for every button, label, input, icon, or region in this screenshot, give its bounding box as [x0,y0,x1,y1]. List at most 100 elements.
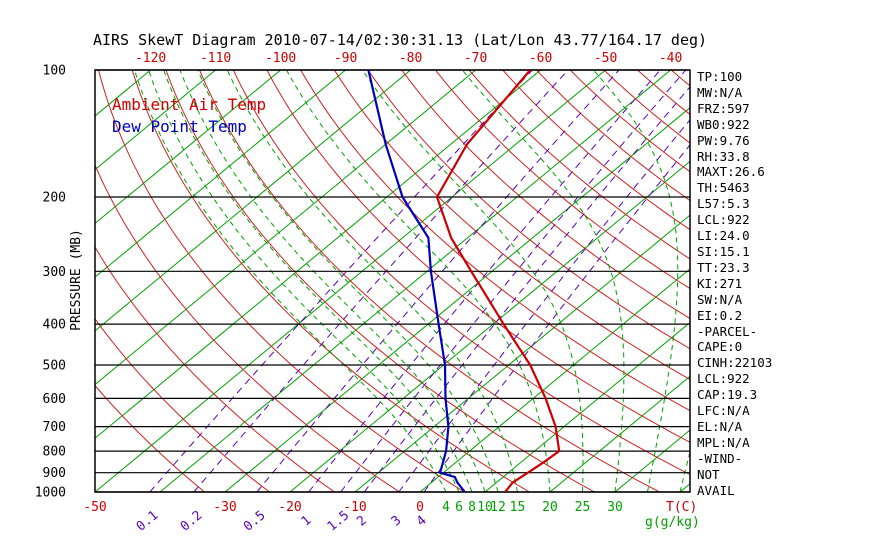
moist-adiabat-tick: 4 [442,500,450,515]
stats-item: TP:100 [697,69,743,84]
dry-adiabat-line [536,70,690,202]
legend-dew-point-label: Dew Point Temp [112,117,247,136]
pressure-tick: 800 [43,445,66,460]
top-temp-tick: -90 [334,51,357,66]
dry-adiabat-line [367,70,690,350]
legend-air-temp-label: Ambient Air Temp [112,95,266,114]
moist-adiabat-tick: 6 [455,500,463,515]
stats-item: MPL:N/A [697,434,750,450]
stats-item: CAPE:0 [697,339,743,355]
stats-item: SW:N/A [697,291,743,307]
mixing-ratio-tick: 0.5 [241,508,269,535]
stats-item: -PARCEL- [697,323,758,339]
mixing-ratio-line [398,119,690,492]
stats-item: PW:9.76 [697,132,750,148]
isotherm-line [95,70,346,278]
pressure-tick: 600 [43,392,66,407]
dry-adiabat-line [131,70,530,492]
moist-adiabat-tick: 20 [542,500,558,515]
moist-adiabat-line [285,70,551,492]
dry-adiabat-line [95,163,400,492]
plot-border [94,69,691,493]
bottom-temp-tick: 0 [416,500,424,515]
moist-adiabat-tick: 30 [607,500,623,515]
mixing-ratio-line [340,70,687,492]
top-temp-tick: -70 [464,51,487,66]
moist-adiabat-line [133,70,447,492]
pressure-tick: 700 [43,420,66,435]
isotherm-line [484,321,690,492]
dry-adiabat-line [95,384,205,492]
stats-item: NOT [697,466,720,482]
dry-adiabat-line [502,70,690,231]
stats-item: EL:N/A [697,418,743,434]
bottom-temp-tick: -30 [213,500,236,515]
pressure-tick: 900 [43,466,66,481]
mixing-ratio-tick: 2 [354,513,370,530]
isotherm-line [224,107,690,492]
isotherm-line [549,375,690,492]
mixing-unit-label: g(g/kg) [645,515,700,530]
dry-adiabat-line [95,245,335,492]
moist-adiabat-tick: 12 [490,500,506,515]
isotherm-line [354,214,690,492]
dry-adiabat-line [199,70,660,492]
mixing-ratio-tick: 0.1 [134,508,162,535]
dry-adiabat-line [266,70,690,443]
bottom-temp-tick: -50 [83,500,106,515]
moist-adiabat-line [197,70,499,492]
isotherm-line [419,268,690,492]
dry-adiabat-line [165,70,595,492]
stats-item: RH:33.8 [697,148,750,164]
pressure-tick: 300 [43,265,66,280]
pressure-tick: 200 [43,191,66,206]
isotherm-line [159,70,671,492]
top-temp-tick: -40 [659,51,682,66]
ambient-air-temp-curve [435,70,561,492]
stats-item: TT:23.3 [697,259,750,275]
mixing-ratio-line [363,86,690,492]
top-temp-tick: -60 [529,51,552,66]
pressure-tick: 1000 [35,486,66,501]
stats-item: L57:5.3 [697,196,750,212]
stats-item: KI:271 [697,275,743,291]
stats-item: EI:0.2 [697,307,743,323]
top-temp-tick: -110 [200,51,231,66]
dry-adiabat-line [468,70,690,260]
mixing-ratio-tick: 3 [389,513,405,530]
moist-adiabat-line [163,70,473,492]
mixing-ratio-line [423,144,690,492]
mixing-ratio-line [308,70,661,492]
moist-adiabat-line [461,70,625,492]
bottom-temp-tick: -10 [343,500,366,515]
stats-item: MAXT:26.6 [697,164,765,180]
temp-unit-label: T(C) [666,500,697,515]
moist-adiabat-line [226,70,518,492]
stats-item: FRZ:597 [697,100,750,116]
pressure-tick: 400 [43,318,66,333]
stats-item: CAP:19.3 [697,387,758,403]
isotherm-line [95,70,411,332]
mixing-ratio-line [149,70,533,492]
dry-adiabat-line [95,317,270,492]
moist-adiabat-tick: 8 [468,500,476,515]
background-grid [95,70,690,492]
isotherm-line [95,70,476,386]
top-temp-tick: -50 [594,51,617,66]
stats-item: WB0:922 [697,116,750,132]
moist-adiabat-tick: 15 [510,500,526,515]
dew-point-temp-curve [367,70,466,492]
pressure-tick: 100 [43,64,66,79]
sounding-profiles [367,70,561,492]
stats-item: LCL:922 [697,371,750,387]
pressure-tick: 500 [43,359,66,374]
moist-adiabat-line [148,70,460,492]
mixing-ratio-tick: 1 [299,513,315,530]
mixing-ratio-line [193,70,569,492]
mixing-ratio-tick: 0.2 [178,508,206,535]
stats-panel: TP:100 MW:N/A FRZ:597 WB0:922 PW:9.76 RH:33.8… [697,69,772,498]
mixing-ratio-line [256,70,620,492]
stats-item: AVAIL [697,482,735,498]
pressure-grid [94,69,691,493]
